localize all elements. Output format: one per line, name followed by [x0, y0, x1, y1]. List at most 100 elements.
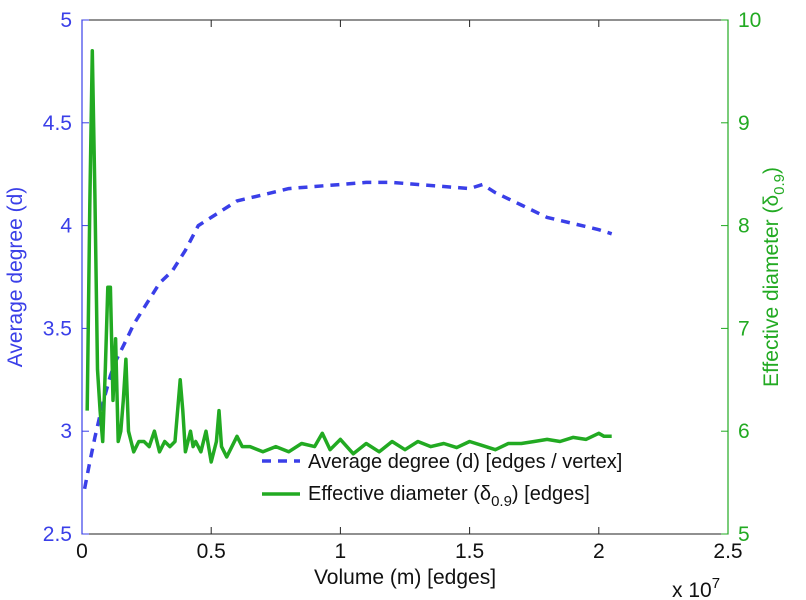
effective-diameter-point [533, 441, 535, 443]
average-degree-point [417, 184, 419, 186]
legend: Average degree (d) [edges / vertex] Effe… [262, 451, 622, 510]
average-degree-point [495, 192, 497, 194]
average-degree-point [125, 340, 127, 342]
average-degree-point [572, 223, 574, 225]
effective-diameter-point [154, 430, 156, 432]
effective-diameter-point [125, 358, 127, 360]
effective-diameter-point [521, 443, 523, 445]
y-left-tick-label: 2.5 [43, 523, 72, 546]
x-tick-label: 1 [335, 540, 347, 563]
effective-diameter-point [148, 446, 150, 448]
effective-diameter-point [340, 439, 342, 441]
y-left-tick-label: 5 [60, 9, 72, 32]
effective-diameter-point [598, 433, 600, 435]
average-degree-point [146, 303, 148, 305]
average-degree-point [262, 194, 264, 196]
effective-diameter-point [174, 441, 176, 443]
effective-diameter-point [603, 436, 605, 438]
legend-label-ed-end: ) [edges] [512, 483, 590, 505]
effective-diameter-point [288, 451, 290, 453]
y-right-tick-label: 10 [738, 9, 761, 32]
average-degree-point [210, 217, 212, 219]
effective-diameter-point [86, 410, 88, 412]
y-right-label-end: ) [760, 167, 783, 174]
effective-diameter-point [105, 369, 107, 371]
effective-diameter-point [559, 441, 561, 443]
y-right-label-sub: 0.9 [771, 174, 788, 195]
y-left-axis-label: Average degree (d) [4, 187, 27, 368]
axis-ticks [81, 19, 729, 535]
average-degree-point [89, 461, 91, 463]
effective-diameter-point [585, 439, 587, 441]
effective-diameter-point [89, 204, 91, 206]
y-right-tick-label: 5 [738, 523, 750, 546]
average-degree-point [133, 324, 135, 326]
effective-diameter-point [226, 456, 228, 458]
effective-diameter-point [365, 443, 367, 445]
y-right-axis-label: Effective diameter (δ0.9) [760, 167, 788, 387]
average-degree-point [172, 270, 174, 272]
effective-diameter-point [221, 446, 223, 448]
effective-diameter-point [262, 451, 264, 453]
effective-diameter-point [508, 443, 510, 445]
effective-diameter-point [249, 446, 251, 448]
effective-diameter-point [143, 441, 145, 443]
effective-diameter-point [190, 430, 192, 432]
average-degree-point [469, 188, 471, 190]
effective-diameter-point [159, 451, 161, 453]
effective-diameter-point [133, 451, 135, 453]
effective-diameter-point [182, 410, 184, 412]
x-multiplier-label: x 107 [672, 575, 720, 600]
effective-diameter-point [231, 446, 233, 448]
effective-diameter-point [192, 446, 194, 448]
average-degree-point [185, 250, 187, 252]
effective-diameter-point [195, 441, 197, 443]
effective-diameter-point [110, 287, 112, 289]
average-degree-point [443, 186, 445, 188]
effective-diameter-point [169, 446, 171, 448]
effective-diameter-point [482, 445, 484, 447]
average-degree-point [84, 488, 86, 490]
effective-diameter-point [216, 441, 218, 443]
effective-diameter-point [210, 461, 212, 463]
average-degree-point [340, 184, 342, 186]
x-multiplier-base: x 10 [672, 579, 712, 600]
y-left-tick-label: 3.5 [43, 317, 72, 340]
series-layer [82, 49, 613, 490]
effective-diameter-point [469, 441, 471, 443]
average-degree-point [94, 437, 96, 439]
legend-label-ed-sub: 0.9 [491, 493, 512, 510]
average-degree-point [598, 229, 600, 231]
tick-labels: 0 0.5 1 1.5 2 2.5 2.5 3 3.5 4 4.5 5 5 6 7 8 9 10 [43, 9, 762, 563]
average-degree-point [314, 186, 316, 188]
effective-diameter-point [391, 441, 393, 443]
effective-diameter-point [611, 436, 613, 438]
average-degree-point [611, 233, 613, 235]
effective-diameter-point [115, 338, 117, 340]
x-tick-label: 0 [76, 540, 88, 563]
effective-diameter-point [236, 436, 238, 438]
effective-diameter-point [546, 439, 548, 441]
y-left-tick-label: 4.5 [43, 112, 72, 135]
effective-diameter-point [218, 410, 220, 412]
effective-diameter-point [200, 451, 202, 453]
y-left-tick-label: 4 [60, 215, 72, 238]
effective-diameter-point [130, 441, 132, 443]
effective-diameter-point [241, 446, 243, 448]
average-degree-point [288, 188, 290, 190]
effective-diameter-point [120, 430, 122, 432]
average-degree-point [365, 182, 367, 184]
average-degree-point [391, 182, 393, 184]
effective-diameter-point [314, 446, 316, 448]
effective-diameter-point [117, 441, 119, 443]
effective-diameter-point [164, 441, 166, 443]
series-line-effective-diameter [85, 49, 612, 464]
average-degree-point [236, 200, 238, 202]
legend-label-effective-diameter: Effective diameter (δ0.9) [edges] [308, 483, 590, 510]
effective-diameter-point [179, 379, 181, 381]
y-right-tick-label: 8 [738, 215, 750, 238]
effective-diameter-point [301, 443, 303, 445]
x-tick-label: 2 [593, 540, 605, 563]
legend-label-ed-main: Effective diameter (δ [308, 483, 491, 505]
effective-diameter-point [112, 400, 114, 402]
